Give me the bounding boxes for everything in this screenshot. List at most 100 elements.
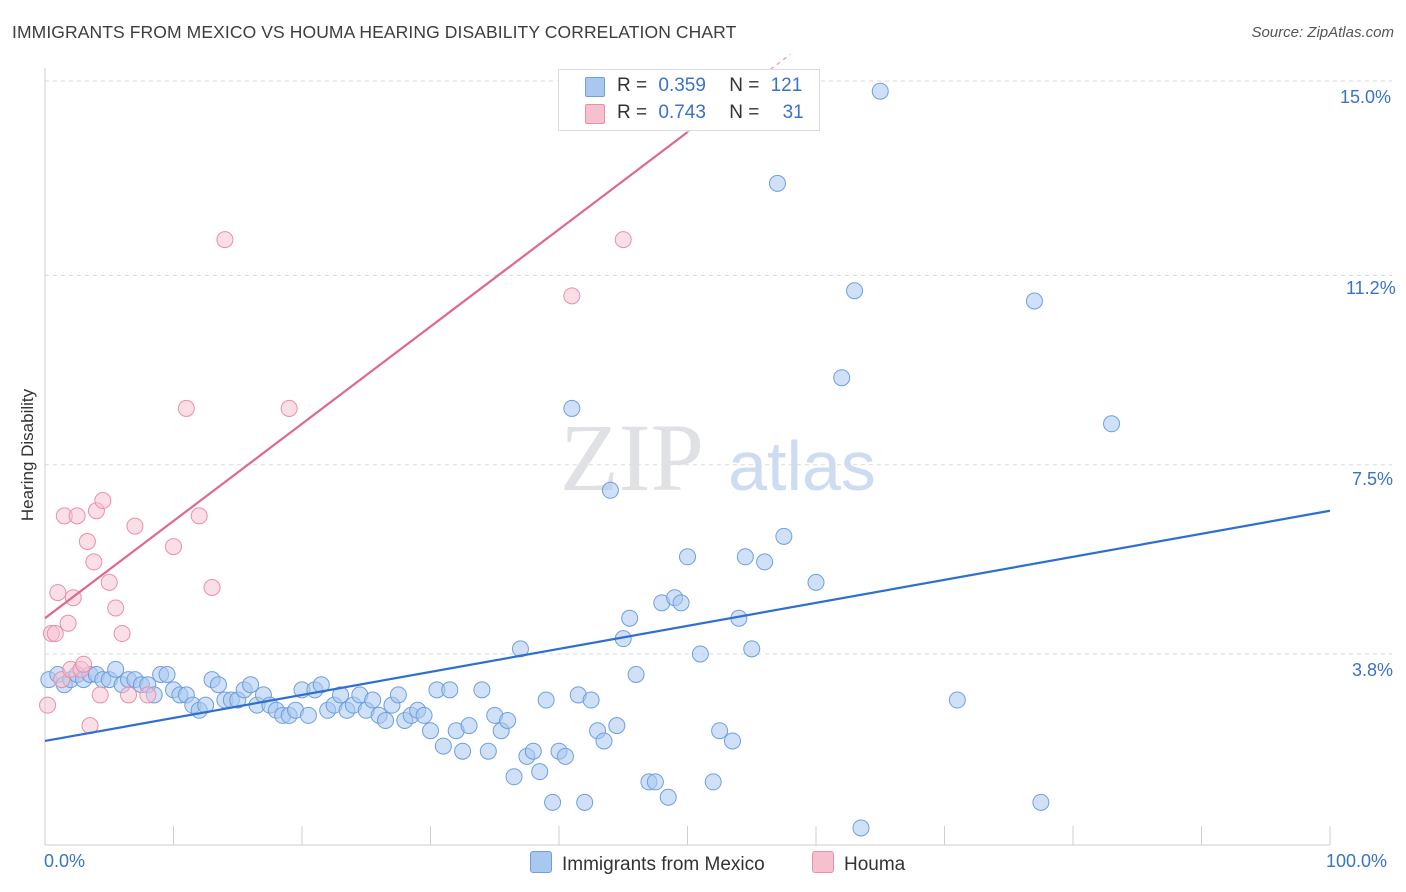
legend-n-houma: 31 [782, 102, 804, 123]
bottom-legend-swatch-houma [812, 851, 834, 873]
point-mexico [556, 747, 574, 765]
point-houma [68, 507, 86, 525]
point-mexico [1103, 415, 1121, 433]
axes [44, 68, 1331, 846]
point-houma [39, 696, 57, 714]
point-mexico [524, 742, 542, 760]
point-mexico [948, 691, 966, 709]
point-mexico [460, 717, 478, 735]
point-mexico [756, 553, 774, 571]
point-mexico [1025, 292, 1043, 310]
point-mexico [505, 768, 523, 786]
point-mexico [1032, 793, 1050, 811]
point-houma [126, 517, 144, 535]
legend-n-label: N = [729, 75, 760, 96]
point-mexico [608, 717, 626, 735]
bottom-legend-label-houma: Houma [844, 854, 906, 875]
point-mexico [441, 681, 459, 699]
point-mexico [537, 691, 555, 709]
point-mexico [299, 706, 317, 724]
point-houma [91, 686, 109, 704]
point-houma [203, 578, 221, 596]
trend-line-houma [44, 131, 689, 620]
point-mexico [736, 548, 754, 566]
grid-lines [45, 80, 1392, 655]
point-mexico [415, 706, 433, 724]
bottom-legend-swatch-mexico [530, 851, 552, 873]
chart-title: IMMIGRANTS FROM MEXICO VS HOUMA HEARING … [12, 22, 737, 42]
point-mexico [807, 573, 825, 591]
point-mexico [563, 399, 581, 417]
point-mexico [672, 594, 690, 612]
point-mexico [158, 665, 176, 683]
point-mexico [871, 82, 889, 100]
legend-n-mexico: 121 [770, 75, 803, 96]
legend-swatch-houma [585, 104, 605, 124]
trend-lines [44, 53, 1331, 743]
point-mexico [711, 722, 729, 740]
point-houma [113, 625, 131, 643]
trend-line-mexico [44, 509, 1331, 743]
point-mexico [389, 686, 407, 704]
point-mexico [621, 609, 639, 627]
point-mexico [595, 732, 613, 750]
point-houma [94, 492, 112, 510]
source-label: Source: ZipAtlas.com [1251, 24, 1394, 41]
watermark-zip: ZIP [560, 404, 704, 511]
point-houma [614, 231, 632, 249]
point-mexico [434, 737, 452, 755]
point-mexico [544, 793, 562, 811]
point-mexico [209, 676, 227, 694]
point-houma [177, 399, 195, 417]
point-houma [78, 532, 96, 550]
point-houma [107, 599, 125, 617]
watermark-atlas: atlas [728, 427, 876, 505]
legend-r-label: R = [617, 75, 648, 96]
point-mexico [364, 691, 382, 709]
point-mexico [576, 793, 594, 811]
point-mexico [531, 763, 549, 781]
x-tick-min: 0.0% [44, 851, 86, 871]
point-mexico [646, 773, 664, 791]
y-tick-3-8: 3.8% [1352, 660, 1394, 680]
legend-swatch-mexico [585, 77, 605, 97]
point-houma [85, 553, 103, 571]
point-mexico [479, 742, 497, 760]
point-mexico [679, 548, 696, 566]
watermark: ZIP atlas [560, 404, 876, 511]
point-houma [46, 625, 64, 643]
point-mexico [107, 660, 125, 678]
point-houma [59, 614, 77, 632]
point-houma [49, 584, 67, 602]
legend-n-label: N = [729, 102, 760, 123]
point-mexico [499, 712, 517, 730]
bottom-legend-label-mexico: Immigrants from Mexico [562, 854, 765, 875]
bottom-legend-mexico: Immigrants from Mexico [530, 851, 765, 876]
point-mexico [582, 691, 600, 709]
point-mexico [743, 640, 761, 658]
point-houma [190, 507, 208, 525]
legend-r-label: R = [617, 102, 648, 123]
legend-r-mexico: 0.359 [658, 75, 706, 96]
point-houma [75, 655, 93, 673]
point-mexico [852, 819, 870, 837]
point-mexico [473, 681, 491, 699]
point-mexico [723, 732, 741, 750]
point-mexico [691, 645, 709, 663]
point-mexico [312, 676, 330, 694]
point-houma [280, 399, 298, 417]
point-houma [216, 231, 234, 249]
legend: R = 0.359 N = 121 R = 0.743 N = 31 [558, 69, 820, 131]
point-houma [120, 686, 138, 704]
point-mexico [833, 369, 851, 387]
point-mexico [659, 788, 677, 806]
x-tick-max: 100.0% [1326, 851, 1388, 871]
point-mexico [704, 773, 722, 791]
y-tick-11-2: 11.2% [1346, 278, 1396, 298]
point-mexico [422, 722, 439, 740]
legend-r-houma: 0.743 [658, 102, 706, 123]
point-mexico [454, 742, 472, 760]
point-mexico [768, 174, 786, 192]
point-houma [139, 686, 157, 704]
